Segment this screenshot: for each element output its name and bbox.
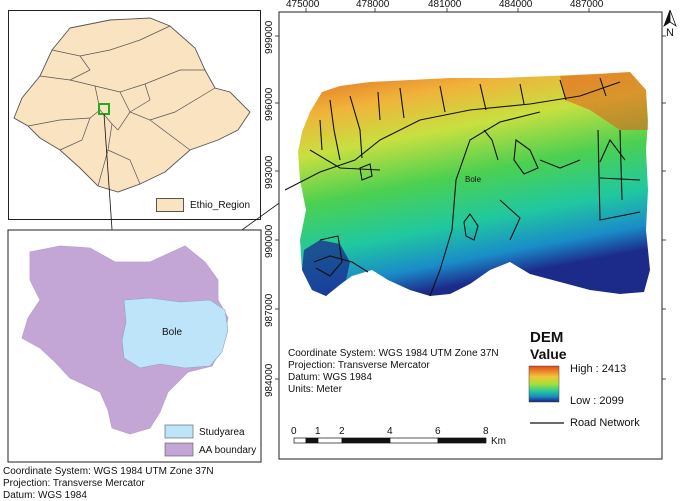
scale-label: 0 <box>291 426 297 437</box>
dem-info-line-4: Units: Meter <box>288 384 342 395</box>
dem-color-ramp <box>528 365 560 403</box>
scale-label: 1 <box>315 426 321 437</box>
y-tick-label: 993000 <box>264 155 275 189</box>
dem-legend-low: Low : 2099 <box>570 395 624 407</box>
ethio-region-legend: Ethio_Region <box>156 198 250 212</box>
info-line-2: Projection: Transverse Mercator <box>3 478 145 489</box>
dem-legend-subtitle: Value <box>530 346 567 362</box>
ethiopia-outline <box>13 17 251 193</box>
x-tick-label: 487000 <box>570 0 604 10</box>
region-boundaries <box>27 25 216 187</box>
y-tick-label: 996000 <box>264 87 275 121</box>
aa-boundary-legend-label: AA boundary <box>199 445 257 456</box>
scale-label: 6 <box>435 426 441 437</box>
bole-dem-label: Bole <box>465 175 482 184</box>
scale-unit: Km <box>491 436 506 447</box>
y-tick-label: 987000 <box>264 293 275 327</box>
north-label: N <box>666 27 674 39</box>
info-line-3: Datum: WGS 1984 <box>3 490 87 501</box>
scale-label: 4 <box>387 426 393 437</box>
x-tick-label: 478000 <box>356 0 390 10</box>
y-tick-label: 984000 <box>264 363 275 397</box>
north-arrow-icon <box>663 9 677 28</box>
bole-studyarea-shape <box>121 297 229 369</box>
road-network <box>284 77 641 297</box>
dem-info-line-1: Coordinate System: WGS 1984 UTM Zone 37N <box>288 348 499 359</box>
road-network-legend-label: Road Network <box>570 417 640 429</box>
dem-legend-title: DEM <box>530 329 564 346</box>
dem-legend-high: High : 2413 <box>570 363 627 375</box>
y-tick-label: 990000 <box>264 224 275 258</box>
scale-label: 8 <box>483 426 489 437</box>
ethio-region-swatch <box>156 198 184 212</box>
x-tick-label: 484000 <box>499 0 533 10</box>
info-line-1: Coordinate System: WGS 1984 UTM Zone 37N <box>3 466 214 477</box>
dem-info-line-3: Datum: WGS 1984 <box>288 372 372 383</box>
dem-info-line-2: Projection: Transverse Mercator <box>288 360 430 371</box>
dem-terrain-area <box>298 72 650 296</box>
scale-label: 2 <box>339 426 345 437</box>
bole-inset-label: Bole <box>162 327 183 338</box>
ethio-region-label: Ethio_Region <box>190 199 251 211</box>
x-tick-label: 481000 <box>428 0 462 10</box>
x-tick-label: 475000 <box>286 0 320 10</box>
scale-bar <box>293 437 487 444</box>
y-tick-label: 999000 <box>264 20 275 54</box>
studyarea-legend-label: Studyarea <box>199 427 245 438</box>
